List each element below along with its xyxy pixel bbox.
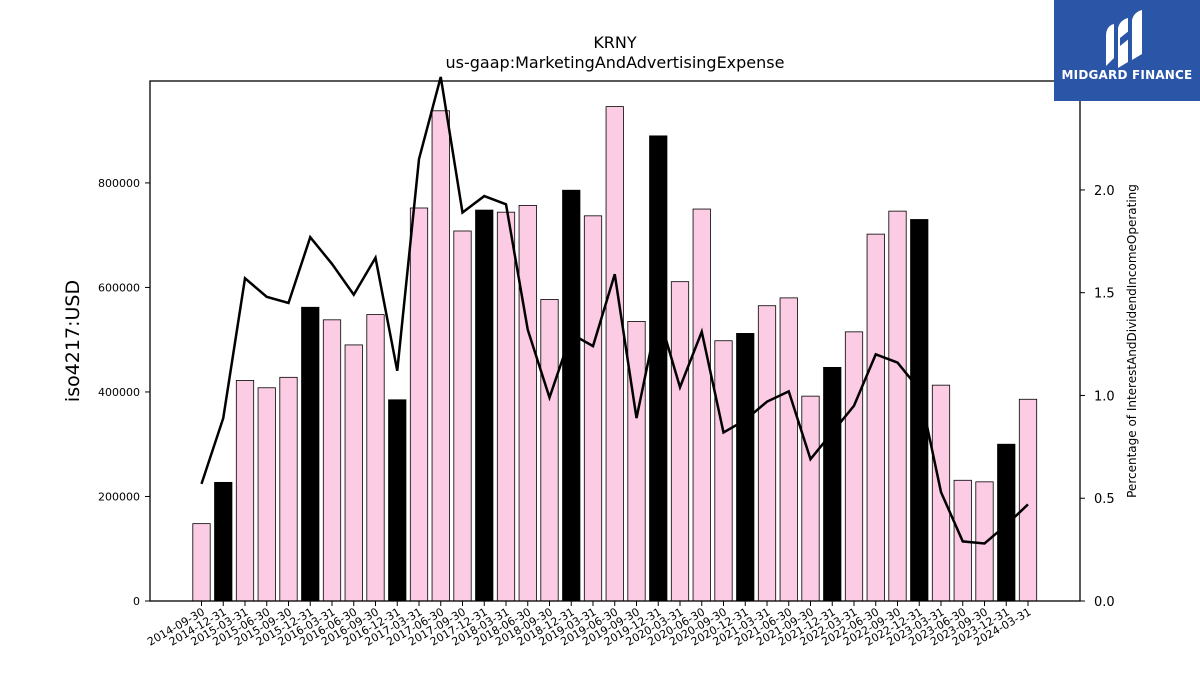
bar-2019-12-31 — [649, 135, 668, 602]
bar-2018-12-31 — [562, 189, 581, 602]
bar-2022-09-30 — [888, 210, 907, 602]
bar-2022-12-31 — [910, 219, 929, 602]
bar-2024-03-31 — [1018, 398, 1038, 602]
bar-2020-12-31 — [736, 333, 755, 602]
right-tick-label: 1.5 — [1094, 287, 1115, 302]
right-axis: 0.0 0.5 1.0 1.5 2.0 — [1080, 184, 1115, 610]
bar-2017-06-30 — [431, 110, 450, 602]
bar-2021-12-31 — [823, 366, 842, 602]
bar-2015-03-31 — [235, 380, 255, 602]
bar-2016-03-31 — [322, 319, 342, 602]
bar-series — [192, 106, 1038, 602]
bar-2022-06-30 — [866, 233, 885, 602]
right-tick-label: 2.0 — [1094, 184, 1115, 199]
bar-2017-03-31 — [409, 207, 429, 602]
midgard-logo-icon — [1106, 10, 1142, 68]
left-tick-label: 400000 — [98, 386, 140, 399]
bar-2017-12-31 — [475, 209, 494, 602]
bar-2015-06-30 — [257, 387, 276, 602]
bar-2014-09-30 — [192, 523, 211, 602]
bar-2022-03-31 — [844, 331, 864, 602]
bar-2018-03-31 — [496, 211, 516, 602]
bar-2019-09-30 — [627, 320, 646, 602]
bar-2017-09-30 — [453, 230, 472, 602]
bar-2021-06-30 — [779, 297, 798, 602]
right-tick-label: 0.0 — [1094, 595, 1115, 610]
bar-2014-12-31 — [214, 481, 233, 602]
right-tick-label: 0.5 — [1094, 492, 1115, 507]
right-tick-label: 1.0 — [1094, 389, 1115, 404]
bar-2020-09-30 — [714, 340, 733, 602]
left-tick-label: 800000 — [98, 177, 140, 190]
logo-text: MIDGARD FINANCE — [1061, 68, 1193, 82]
bar-2016-12-31 — [388, 399, 407, 602]
left-axis: 0 200000 400000 600000 800000 — [98, 177, 150, 608]
y2-axis-label: Percentage of InterestAndDividendIncomeO… — [1125, 184, 1139, 498]
y-axis-label: iso4217:USD — [62, 280, 84, 402]
x-axis: 2014-09-302014-12-312015-03-312015-06-30… — [145, 601, 1034, 649]
brand-logo: MIDGARD FINANCE — [1054, 0, 1200, 101]
left-tick-label: 0 — [133, 595, 140, 608]
bar-2018-06-30 — [518, 204, 537, 602]
bar-2021-03-31 — [757, 305, 777, 602]
line-series — [200, 76, 1029, 545]
bar-2015-09-30 — [279, 376, 298, 602]
left-tick-label: 600000 — [98, 281, 140, 294]
bar-2018-09-30 — [540, 299, 559, 602]
chart-subtitle: us-gaap:MarketingAndAdvertisingExpense — [446, 53, 785, 72]
bar-2019-03-31 — [583, 215, 603, 602]
bar-2016-09-30 — [366, 314, 385, 602]
line-series-path — [200, 76, 1029, 545]
bar-2015-12-31 — [301, 306, 320, 602]
chart-title: KRNY — [593, 33, 637, 52]
bar-2016-06-30 — [344, 344, 363, 602]
bar-2019-06-30 — [605, 106, 624, 602]
bar-2021-09-30 — [801, 395, 820, 602]
bar-2023-09-30 — [975, 481, 994, 602]
bar-2020-03-31 — [670, 281, 690, 602]
left-tick-label: 200000 — [98, 490, 140, 503]
bar-2023-12-31 — [997, 443, 1016, 602]
bar-2020-06-30 — [692, 208, 711, 602]
